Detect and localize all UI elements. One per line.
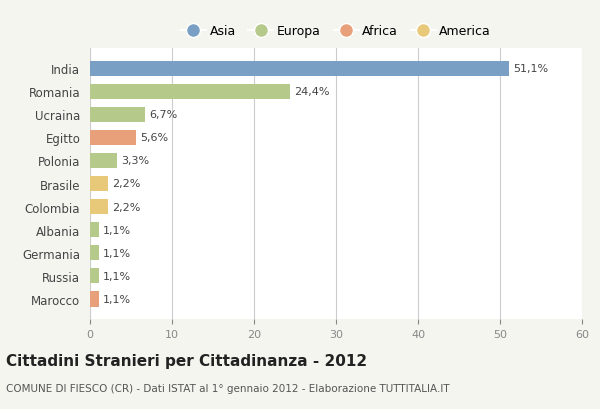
Text: 24,4%: 24,4%: [294, 87, 329, 97]
Bar: [90, 130, 136, 146]
Bar: [90, 61, 509, 76]
Text: 51,1%: 51,1%: [513, 64, 548, 74]
Text: COMUNE DI FIESCO (CR) - Dati ISTAT al 1° gennaio 2012 - Elaborazione TUTTITALIA.: COMUNE DI FIESCO (CR) - Dati ISTAT al 1°…: [6, 383, 449, 393]
Text: 6,7%: 6,7%: [149, 110, 177, 120]
Bar: [90, 108, 145, 122]
Text: 1,1%: 1,1%: [103, 248, 131, 258]
Bar: [90, 153, 117, 169]
Legend: Asia, Europa, Africa, America: Asia, Europa, Africa, America: [176, 20, 496, 43]
Bar: [90, 177, 108, 191]
Bar: [90, 292, 99, 307]
Bar: [90, 84, 290, 99]
Bar: [90, 246, 99, 261]
Text: Cittadini Stranieri per Cittadinanza - 2012: Cittadini Stranieri per Cittadinanza - 2…: [6, 353, 367, 368]
Text: 1,1%: 1,1%: [103, 271, 131, 281]
Text: 2,2%: 2,2%: [112, 202, 140, 212]
Text: 1,1%: 1,1%: [103, 294, 131, 304]
Text: 5,6%: 5,6%: [140, 133, 168, 143]
Text: 3,3%: 3,3%: [121, 156, 149, 166]
Text: 1,1%: 1,1%: [103, 225, 131, 235]
Text: 2,2%: 2,2%: [112, 179, 140, 189]
Bar: [90, 269, 99, 284]
Bar: [90, 200, 108, 215]
Bar: [90, 222, 99, 238]
